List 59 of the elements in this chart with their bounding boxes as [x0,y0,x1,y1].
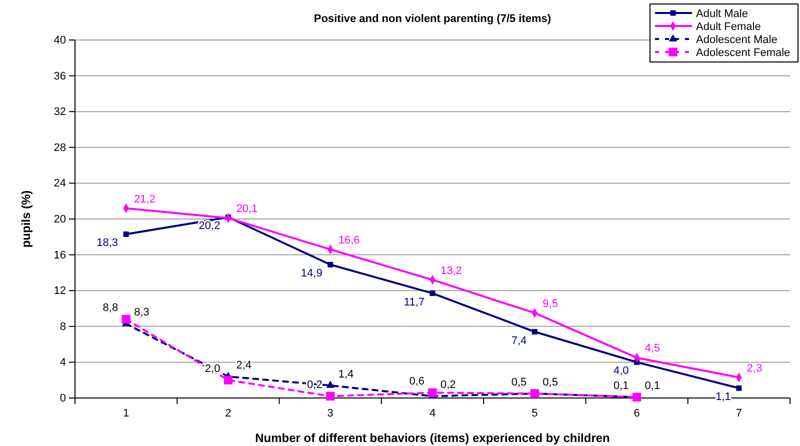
y-tick-label: 24 [54,178,66,190]
legend-label: Adolescent Female [696,47,790,59]
data-label: 0,5 [542,376,558,389]
y-tick-label: 32 [54,106,66,118]
data-label: 20,2 [198,220,220,232]
data-label: 16,6 [338,234,360,246]
y-tick-label: 20 [54,214,66,226]
x-tick-label: 7 [736,407,742,420]
data-label: 1,4 [338,368,354,380]
data-label: 0,1 [644,380,660,392]
x-tick-label: 5 [532,407,538,420]
data-label: 8,3 [134,306,150,319]
y-tick-label: 0 [60,392,66,405]
point [532,329,538,335]
point [326,392,335,401]
data-label: 21,2 [134,193,156,206]
chart-title: Positive and non violent parenting (7/5 items) [314,13,552,25]
data-label: 0,2 [307,379,322,392]
y-tick-label: 36 [54,70,66,82]
y-tick-label: 40 [54,34,66,47]
x-tick-label: 4 [429,407,436,420]
point [428,388,437,397]
data-label: 2,3 [746,362,762,374]
y-tick-label: 12 [54,285,66,298]
data-label: 11,7 [404,296,424,308]
data-label: 0,5 [511,376,527,389]
data-label: 9,5 [542,298,558,310]
data-label: 7,4 [511,334,527,347]
point [224,376,233,384]
legend-label: Adult Female [696,21,761,33]
data-label: 0,2 [440,379,456,392]
y-tick-label: 8 [60,320,66,333]
x-tick-label: 6 [634,407,640,420]
data-label: 0,1 [613,380,629,392]
data-label: 0,6 [409,376,424,388]
point [122,314,130,324]
data-label: 18,3 [96,237,118,250]
x-tick-label: 1 [123,407,130,420]
y-axis-title: pupils (%) [19,190,33,248]
legend-label: Adolescent Male [696,34,778,46]
legend-label: Adult Male [696,8,748,20]
x-axis-title: Number of different behaviors (items) experienced by children [255,431,610,445]
point [430,290,436,296]
point [326,380,335,388]
point [123,231,129,237]
data-label: 8,8 [102,302,118,314]
data-label: 20,1 [236,203,258,216]
data-label: 2,4 [236,360,252,372]
data-label: 4,0 [613,365,629,378]
point [736,385,742,391]
data-label: 14,9 [300,268,322,280]
y-tick-label: 4 [60,356,66,369]
x-tick-label: 2 [225,407,232,420]
data-label: 4,5 [644,342,660,355]
x-tick-label: 3 [327,407,334,420]
y-tick-label: 28 [54,142,66,154]
y-tick-label: 16 [54,249,66,262]
data-label: 13,2 [440,264,462,277]
point [328,262,334,268]
